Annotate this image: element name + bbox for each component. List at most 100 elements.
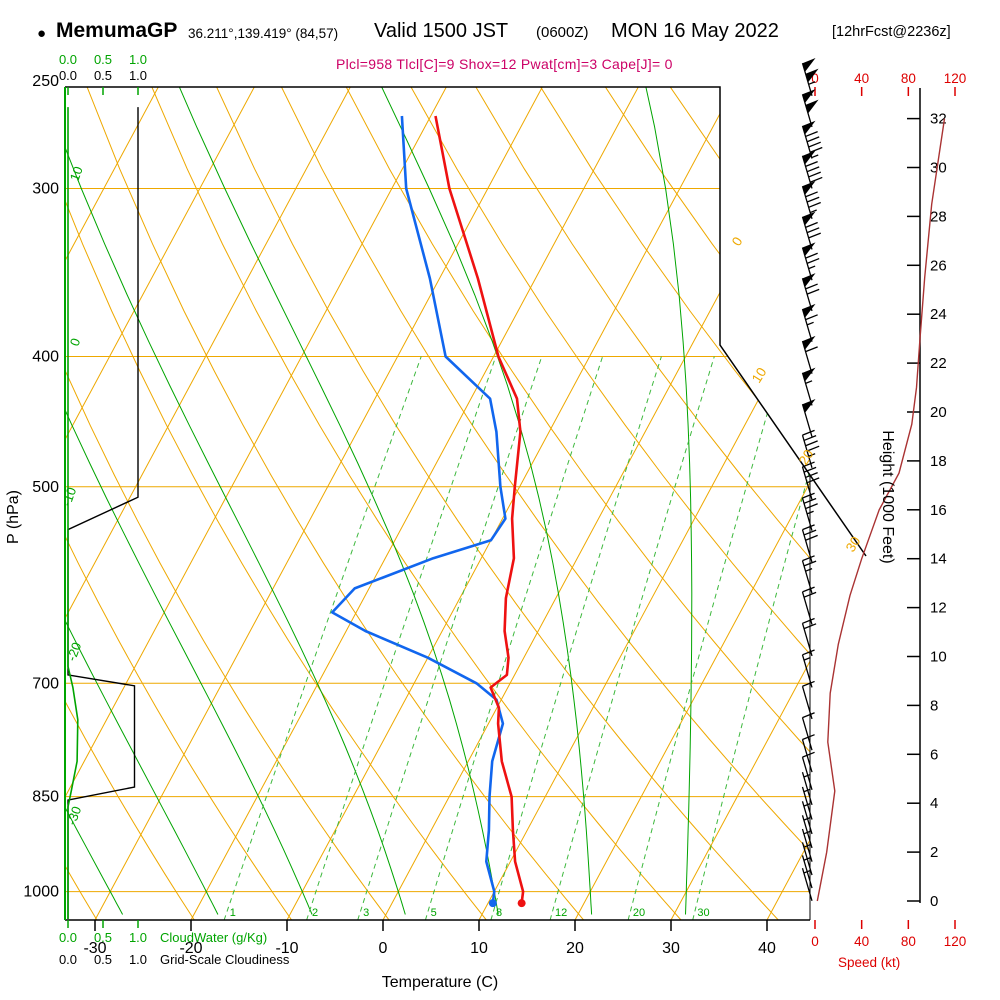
temp-tick-label: 30	[662, 940, 680, 957]
pressure-tick-label: 700	[32, 675, 59, 692]
moist-adiabat	[65, 87, 124, 915]
wind-barb	[801, 273, 820, 312]
speed-tick-label: 0	[811, 934, 819, 949]
dry-adiabat	[730, 87, 810, 920]
speed-axis-title: Speed (kt)	[838, 955, 901, 970]
cloudiness-scale-bottom-0: 0.0	[58, 952, 78, 967]
height-tick-label: 26	[930, 257, 947, 274]
wind-barb	[801, 680, 815, 720]
temperature-axis-title: Temperature (C)	[381, 974, 499, 991]
mixing-ratio-label: 8	[496, 907, 502, 919]
isotherm-label: 0	[729, 234, 746, 248]
wind-barb	[801, 461, 820, 500]
wind-barb	[801, 89, 819, 128]
moist-adiabat	[644, 87, 693, 915]
cloudiness-scale-05: 0.5	[93, 68, 113, 83]
dry-adiabat	[65, 87, 195, 920]
speed-tick-label: 40	[854, 934, 869, 949]
wind-barb	[801, 815, 813, 849]
moist-adiabat	[65, 87, 406, 915]
speed-tick-label: 0	[811, 71, 819, 86]
height-tick-label: 18	[930, 453, 947, 470]
dry-adiabat	[149, 87, 682, 920]
valid-time: Valid 1500 JST	[374, 20, 509, 42]
surface-temp-dot	[517, 899, 526, 908]
pressure-tick-label: 250	[32, 73, 59, 90]
mixing-ratio-line	[223, 356, 422, 920]
wind-barb	[801, 211, 821, 250]
isotherm	[65, 87, 159, 920]
dry-adiabat	[407, 87, 810, 920]
dry-adiabat	[537, 87, 810, 920]
dry-adiabat	[213, 87, 779, 920]
dry-adiabat	[278, 87, 810, 920]
mixing-ratio-label: 1	[230, 907, 236, 919]
speed-tick-label: 40	[854, 71, 869, 86]
dry-adiabat	[84, 87, 585, 920]
pressure-tick-label: 300	[32, 180, 59, 197]
moist-adiabat-label: 0	[67, 336, 84, 348]
sounding-indices: Plcl=958 Tlcl[C]=9 Shox=12 Pwat[cm]=3 Ca…	[336, 56, 673, 72]
cloudiness-scale-bottom-05: 0.5	[93, 952, 113, 967]
isotherm	[94, 87, 543, 920]
mixing-ratio-line	[692, 356, 810, 920]
dewpoint-curve	[330, 115, 507, 904]
moist-adiabat-label: -20	[64, 640, 85, 663]
temp-tick-label: 40	[758, 940, 776, 957]
height-tick-label: 10	[930, 649, 947, 666]
height-tick-label: 12	[930, 600, 947, 617]
pressure-axis-title: P (hPa)	[5, 490, 22, 544]
dry-adiabat	[65, 87, 487, 920]
temp-tick-label: -20	[179, 940, 202, 957]
mixing-ratio-line	[490, 356, 662, 920]
height-tick-label: 6	[930, 746, 938, 763]
moist-adiabat-label: -30	[64, 804, 85, 827]
pressure-tick-label: 400	[32, 348, 59, 365]
wind-barb	[801, 555, 817, 594]
isotherm	[190, 87, 639, 920]
temp-tick-label: 10	[470, 940, 488, 957]
cloudiness-scale-1: 1.0	[128, 68, 148, 83]
height-tick-label: 24	[930, 306, 947, 323]
wind-barb	[801, 786, 813, 820]
moist-adiabat-label: -10	[59, 485, 80, 508]
isotherm	[65, 87, 255, 920]
cloudwater-scale-bottom-1: 1.0	[128, 930, 148, 945]
wind-barb	[801, 801, 813, 835]
wind-barb	[801, 617, 817, 657]
cloudwater-scale-1: 1.0	[128, 52, 148, 67]
station-dot: ●	[37, 25, 47, 42]
temp-tick-label: -10	[275, 940, 298, 957]
mixing-ratio-label: 12	[555, 907, 567, 919]
mixing-ratio-label: 20	[633, 907, 645, 919]
dry-adiabat	[65, 87, 293, 920]
pressure-tick-label: 500	[32, 479, 59, 496]
isotherm-label: 30	[843, 534, 864, 555]
cloudiness-scale-0: 0.0	[58, 68, 78, 83]
forecast-tag: [12hrFcst@2236z]	[832, 24, 951, 40]
isotherm	[65, 87, 351, 920]
wind-barb	[801, 58, 819, 97]
surface-dewpoint-dot	[488, 899, 497, 908]
cloudwater-scale-bottom-05: 0.5	[93, 930, 113, 945]
cloudwater-legend: CloudWater (g/Kg)	[160, 930, 268, 945]
cloudwater-curve	[67, 107, 79, 919]
wind-barb	[801, 335, 818, 374]
wind-barb	[801, 868, 813, 902]
station-name: MemumaGP	[56, 19, 178, 42]
cloudwater-scale-0: 0.0	[58, 52, 78, 67]
temp-tick-label: -30	[83, 940, 106, 957]
cloudiness-scale-bottom-1: 1.0	[128, 952, 148, 967]
speed-height-curve	[816, 118, 946, 902]
valid-time-utc: (0600Z)	[536, 24, 589, 41]
speed-tick-label: 120	[944, 934, 967, 949]
mixing-ratio-label: 3	[363, 907, 369, 919]
mixing-ratio-line	[627, 356, 785, 920]
height-axis-title: Height (1000 Feet)	[879, 430, 896, 564]
height-tick-label: 4	[930, 795, 938, 812]
wind-barb	[801, 712, 815, 751]
height-tick-label: 22	[930, 355, 947, 372]
dry-adiabat	[65, 87, 390, 920]
pressure-tick-label: 1000	[23, 884, 59, 901]
